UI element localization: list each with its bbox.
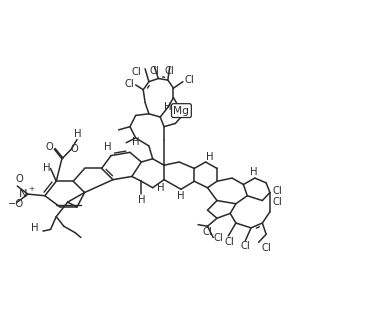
Text: Mg: Mg	[173, 106, 189, 116]
Text: H: H	[165, 102, 172, 112]
Text: H: H	[132, 137, 139, 147]
Text: N: N	[19, 189, 27, 199]
Text: Cl: Cl	[224, 237, 234, 247]
Text: Cl: Cl	[150, 66, 159, 75]
Text: H: H	[31, 224, 38, 234]
Text: Cl: Cl	[272, 186, 282, 196]
Text: H: H	[74, 129, 82, 139]
Text: Cl: Cl	[184, 75, 194, 85]
Text: H: H	[250, 168, 258, 178]
Text: H: H	[43, 163, 51, 173]
Text: Cl: Cl	[203, 227, 212, 237]
Text: Cl: Cl	[131, 67, 141, 77]
Text: O: O	[70, 144, 78, 154]
Text: Cl: Cl	[125, 79, 134, 89]
Text: H: H	[207, 152, 214, 162]
Text: +: +	[29, 186, 35, 191]
Text: Cl: Cl	[240, 241, 250, 251]
Text: −O: −O	[8, 199, 24, 209]
Text: Cl: Cl	[213, 234, 223, 243]
Text: O: O	[45, 142, 53, 152]
Text: H: H	[157, 183, 164, 193]
Text: H: H	[138, 195, 146, 205]
Text: H: H	[177, 191, 185, 201]
Text: O: O	[16, 174, 23, 184]
Text: Cl: Cl	[272, 197, 282, 207]
Text: H: H	[104, 142, 111, 152]
Text: Cl: Cl	[165, 66, 174, 75]
Text: Cl: Cl	[261, 243, 271, 253]
